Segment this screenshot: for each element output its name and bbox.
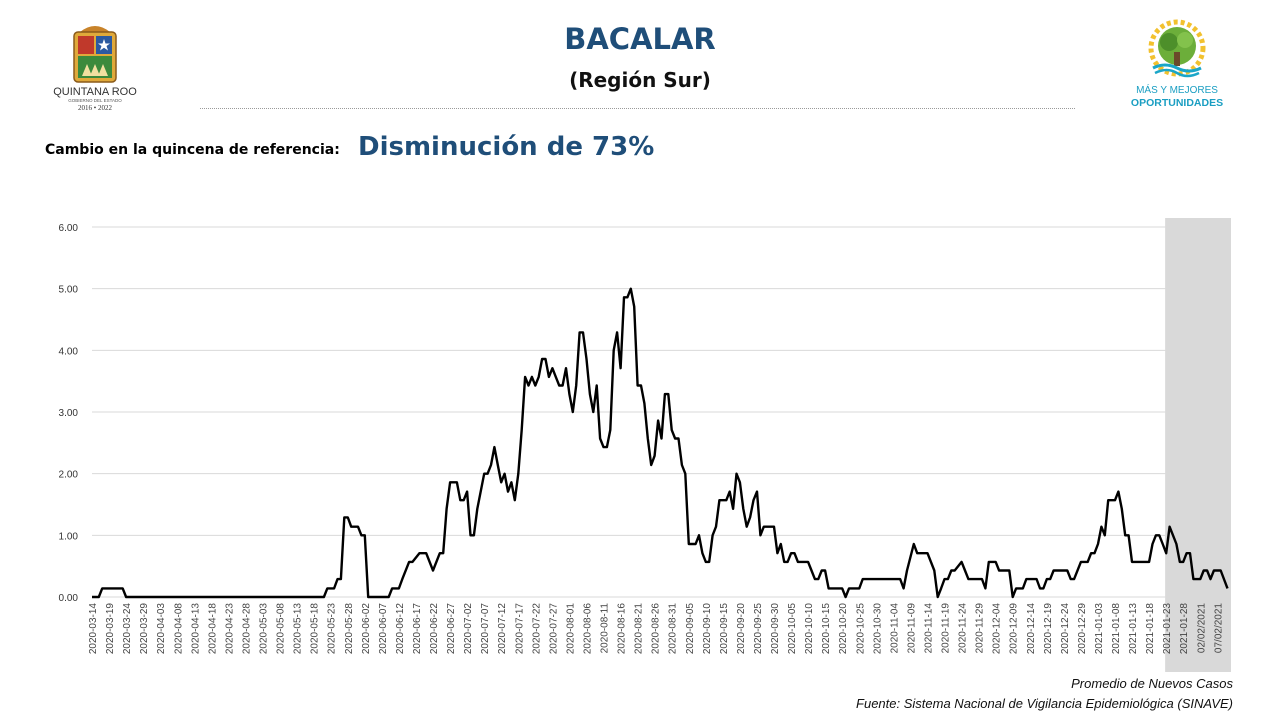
right-logo-line1: MÁS Y MEJORES (1136, 83, 1218, 96)
x-tick-label: 2020-03-14 (88, 603, 99, 655)
page-title: BACALAR (564, 22, 716, 56)
x-tick-label: 2020-05-13 (293, 603, 304, 655)
x-tick-label: 2020-06-12 (395, 603, 406, 655)
x-tick-label: 2020-11-04 (889, 603, 900, 654)
left-logo-line1: QUINTANA ROO (53, 86, 137, 98)
y-tick-label: 3.00 (59, 408, 79, 419)
x-tick-label: 2020-11-14 (923, 603, 934, 654)
x-tick-label: 2020-08-31 (668, 603, 679, 655)
x-tick-label: 2020-06-02 (361, 603, 372, 655)
x-tick-label: 2020-10-05 (787, 603, 798, 655)
x-tick-label: 2020-08-01 (565, 603, 576, 655)
x-tick-label: 2020-12-24 (1060, 603, 1071, 655)
x-tick-label: 2020-05-03 (259, 603, 270, 655)
x-tick-label: 2020-12-04 (992, 603, 1003, 655)
left-logo-line2: GOBIERNO DEL ESTADO (68, 98, 122, 103)
x-tick-label: 2020-10-20 (838, 603, 849, 655)
x-tick-label: 2020-12-29 (1077, 603, 1088, 655)
x-tick-label: 2020-07-07 (480, 603, 491, 655)
x-tick-label: 2020-09-05 (685, 603, 696, 655)
change-label: Cambio en la quincena de referencia: (45, 142, 340, 158)
x-tick-label: 2020-11-29 (975, 603, 986, 654)
series-line (92, 287, 1229, 599)
x-tick-label: 2020-11-09 (906, 603, 917, 654)
x-tick-label: 2020-08-11 (600, 603, 611, 654)
x-tick-label: 2020-10-10 (804, 603, 815, 655)
x-tick-label: 2020-03-29 (139, 603, 150, 655)
x-tick-label: 2020-11-19 (941, 603, 952, 654)
x-tick-label: 2020-08-21 (634, 603, 645, 655)
x-tick-label: 2020-04-08 (173, 603, 184, 655)
x-tick-label: 2020-08-26 (651, 603, 662, 655)
x-tick-label: 02/02/2021 (1196, 603, 1207, 653)
x-tick-label: 07/02/2021 (1213, 603, 1224, 653)
y-tick-label: 5.00 (59, 285, 79, 296)
x-tick-label: 2020-09-30 (770, 603, 781, 655)
y-tick-label: 0.00 (59, 593, 79, 604)
x-tick-label: 2020-04-03 (156, 603, 167, 655)
x-tick-label: 2020-07-12 (497, 603, 508, 655)
series-note: Promedio de Nuevos Casos (1071, 676, 1233, 691)
x-tick-label: 2020-09-20 (736, 603, 747, 655)
cases-line-chart: 0.00 1.00 2.00 3.00 4.00 5.00 6.00 2020-03-14 2… (59, 218, 1231, 672)
x-tick-label: 2020-07-17 (514, 603, 525, 655)
x-tick-label: 2020-07-22 (531, 603, 542, 655)
x-tick-label: 2020-07-02 (463, 603, 474, 655)
y-tick-label: 4.00 (59, 346, 79, 357)
x-tick-label: 2020-03-19 (105, 603, 116, 655)
header-divider (200, 108, 1075, 109)
x-tick-label: 2020-09-10 (702, 603, 713, 655)
change-value: Disminución de 73% (358, 132, 655, 162)
x-tick-label: 2021-01-08 (1111, 603, 1122, 655)
x-tick-label: 2020-03-24 (122, 603, 133, 655)
x-tick-label: 2020-06-17 (412, 603, 423, 655)
x-tick-label: 2020-09-15 (719, 603, 730, 655)
x-tick-label: 2020-06-22 (429, 603, 440, 655)
x-tick-label: 2020-05-23 (327, 603, 338, 655)
source-note: Fuente: Sistema Nacional de Vigilancia E… (856, 696, 1233, 711)
left-logo-line3: 2016 • 2022 (78, 104, 112, 112)
x-tick-label: 2020-12-14 (1026, 603, 1037, 655)
right-logo-line2: OPORTUNIDADES (1131, 97, 1223, 109)
x-tick-label: 2020-04-23 (224, 603, 235, 655)
x-tick-label: 2020-12-09 (1009, 603, 1020, 655)
x-tick-label: 2020-05-18 (310, 603, 321, 655)
x-tick-label: 2021-01-23 (1162, 603, 1173, 655)
x-tick-label: 2020-10-15 (821, 603, 832, 655)
x-tick-label: 2020-10-25 (855, 603, 866, 655)
coat-of-arms-icon (73, 26, 117, 83)
x-tick-label: 2020-05-08 (276, 603, 287, 655)
page-subtitle: (Región Sur) (569, 68, 711, 92)
x-tick-label: 2020-07-27 (548, 603, 559, 655)
x-tick-label: 2020-11-24 (958, 603, 969, 654)
y-tick-label: 2.00 (59, 470, 79, 481)
x-tick-label: 2020-06-27 (446, 603, 457, 655)
x-tick-label: 2020-12-19 (1043, 603, 1054, 655)
x-tick-label: 2020-04-13 (190, 603, 201, 655)
x-tick-label: 2020-10-30 (872, 603, 883, 655)
x-tick-label: 2020-09-25 (753, 603, 764, 655)
quintana-roo-logo: QUINTANA ROO GOBIERNO DEL ESTADO 2016 • … (53, 26, 137, 112)
y-tick-label: 6.00 (59, 223, 79, 234)
tree-icon (1148, 19, 1206, 78)
x-tick-label: 2020-04-18 (207, 603, 218, 655)
x-tick-label: 2020-06-07 (378, 603, 389, 655)
oportunidades-logo: MÁS Y MEJORES OPORTUNIDADES (1131, 19, 1223, 109)
x-tick-label: 2020-08-16 (617, 603, 628, 655)
x-tick-label: 2020-08-06 (582, 603, 593, 655)
highlight-band (1165, 218, 1231, 672)
y-tick-label: 1.00 (59, 531, 79, 542)
x-tick-label: 2020-04-28 (241, 603, 252, 655)
x-tick-label: 2021-01-03 (1094, 603, 1105, 655)
x-tick-label: 2021-01-13 (1128, 603, 1139, 655)
x-tick-label: 2021-01-28 (1179, 603, 1190, 655)
x-tick-label: 2021-01-18 (1145, 603, 1156, 655)
x-tick-label: 2020-05-28 (344, 603, 355, 655)
